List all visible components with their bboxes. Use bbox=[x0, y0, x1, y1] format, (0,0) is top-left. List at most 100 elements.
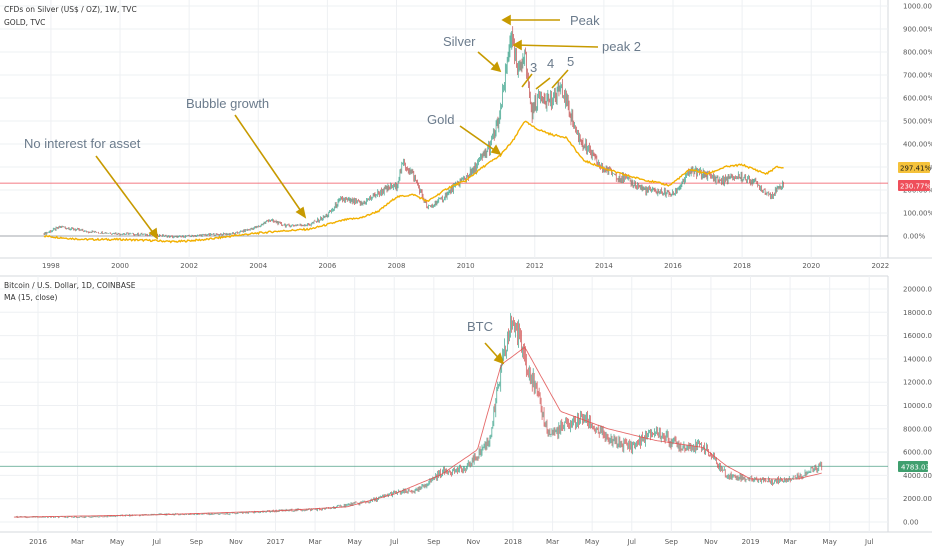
top-y-tick-label: 900.00% bbox=[903, 26, 932, 34]
top-x-tick-label: 2018 bbox=[733, 262, 751, 270]
bottom-x-axis-ticks: 2016 Mar May Jul Sep Nov 2017 Mar May Jul Sep Nov 20… bbox=[29, 538, 873, 546]
top-y-tick-label: 600.00% bbox=[903, 95, 932, 103]
top-x-tick-label: 2010 bbox=[457, 262, 475, 270]
top-x-tick-label: 2020 bbox=[802, 262, 820, 270]
top-y-tick-label: 1000.00% bbox=[903, 3, 932, 11]
top-series-layer bbox=[0, 26, 888, 244]
bottom-x-tick-label: Mar bbox=[308, 538, 321, 546]
gold-series-line bbox=[43, 120, 784, 244]
top-x-tick-label: 2012 bbox=[526, 262, 544, 270]
top-x-tick-label: 2008 bbox=[388, 262, 406, 270]
bubble-growth-arrowhead bbox=[295, 206, 307, 219]
bottom-x-tick-label: Sep bbox=[190, 538, 204, 546]
top-legend-line-1: CFDs on Silver (US$ / OZ), 1W, TVC bbox=[4, 5, 137, 14]
annotation-silver: Silver bbox=[443, 34, 476, 49]
bottom-y-tick-label: 14000.00 bbox=[903, 355, 932, 363]
top-panel-background bbox=[0, 0, 888, 258]
bottom-y-tick-label: 18000.00 bbox=[903, 309, 932, 317]
bottom-x-tick-label: Mar bbox=[546, 538, 559, 546]
bottom-x-tick-label: 2019 bbox=[742, 538, 760, 546]
wave5-arrow bbox=[551, 69, 569, 89]
bottom-x-tick-label: May bbox=[585, 538, 599, 546]
bottom-panel-background bbox=[0, 276, 888, 532]
btc-arrowhead bbox=[493, 352, 505, 365]
top-grid bbox=[0, 0, 888, 258]
bottom-y-tick-label: 2000.00 bbox=[903, 495, 932, 503]
silver-last-value-badge: 230.77% bbox=[898, 180, 931, 191]
bottom-x-tick-label: May bbox=[110, 538, 124, 546]
top-y-tick-label: 800.00% bbox=[903, 49, 932, 57]
gold-arrowhead bbox=[490, 144, 502, 156]
annotations-top bbox=[95, 14, 599, 240]
bottom-x-tick-label: Nov bbox=[229, 538, 243, 546]
top-legend-line-2: GOLD, TVC bbox=[4, 18, 45, 27]
top-x-tick-label: 2002 bbox=[180, 262, 198, 270]
annotation-wave-3: 3 bbox=[530, 60, 537, 75]
bottom-x-tick-label: Sep bbox=[665, 538, 679, 546]
wave3-arrow bbox=[521, 73, 533, 88]
silver-arrowhead bbox=[490, 61, 502, 73]
peak2-arrowhead bbox=[512, 39, 522, 51]
silver-series bbox=[43, 26, 784, 239]
annotation-wave-5: 5 bbox=[567, 54, 574, 69]
gold-last-value: 297.41% bbox=[900, 165, 931, 173]
annotation-btc: BTC bbox=[467, 319, 493, 334]
bottom-x-tick-label: Nov bbox=[467, 538, 481, 546]
bottom-x-tick-label: May bbox=[347, 538, 361, 546]
top-x-axis-ticks: 1998 2000 2002 2004 2006 2008 2010 2012 2014 2016… bbox=[42, 262, 889, 270]
bottom-x-tick-label: Sep bbox=[427, 538, 441, 546]
bottom-y-tick-label: 10000.00 bbox=[903, 402, 932, 410]
top-x-tick-label: 2022 bbox=[871, 262, 889, 270]
annotation-wave-4: 4 bbox=[547, 56, 554, 71]
annotation-peak-2: peak 2 bbox=[602, 39, 641, 54]
bottom-y-tick-label: 20000.00 bbox=[903, 286, 932, 294]
no-interest-arrow bbox=[95, 155, 158, 239]
peak-arrowhead bbox=[501, 14, 511, 26]
top-x-tick-label: 2004 bbox=[249, 262, 267, 270]
top-y-tick-label: 100.00% bbox=[903, 210, 932, 218]
btc-last-value-badge: 4783.03 bbox=[898, 461, 930, 472]
bottom-y-axis-ticks: 20000.00 18000.00 16000.00 14000.00 12000.00… bbox=[903, 286, 932, 527]
top-x-tick-label: 1998 bbox=[42, 262, 60, 270]
peak2-arrow bbox=[513, 44, 599, 48]
bottom-x-tick-label: Jul bbox=[152, 538, 162, 546]
silver-last-value: 230.77% bbox=[900, 183, 931, 191]
bottom-y-tick-label: 0.00 bbox=[903, 519, 919, 527]
bottom-y-tick-label: 8000.00 bbox=[903, 425, 932, 433]
top-y-tick-label: 700.00% bbox=[903, 72, 932, 80]
bottom-x-tick-label: Jul bbox=[627, 538, 637, 546]
bottom-x-tick-label: 2017 bbox=[267, 538, 285, 546]
bottom-x-tick-label: 2018 bbox=[504, 538, 522, 546]
annotation-bubble-growth: Bubble growth bbox=[186, 96, 269, 111]
bottom-x-tick-label: May bbox=[822, 538, 836, 546]
top-y-tick-label: 500.00% bbox=[903, 118, 932, 126]
bottom-legend-line-1: Bitcoin / U.S. Dollar, 1D, COINBASE bbox=[4, 281, 136, 290]
bottom-series-layer bbox=[0, 313, 888, 519]
top-x-tick-label: 2016 bbox=[664, 262, 682, 270]
btc-last-value: 4783.03 bbox=[901, 464, 930, 472]
bottom-x-tick-label: 2016 bbox=[29, 538, 47, 546]
bottom-x-tick-label: Mar bbox=[71, 538, 84, 546]
btc-ma-line bbox=[14, 346, 822, 518]
bottom-x-tick-label: Jul bbox=[864, 538, 874, 546]
bottom-x-tick-label: Jul bbox=[389, 538, 399, 546]
bottom-y-tick-label: 6000.00 bbox=[903, 449, 932, 457]
gold-last-value-badge: 297.41% bbox=[898, 162, 931, 173]
annotations-bottom bbox=[484, 342, 505, 365]
annotation-peak: Peak bbox=[570, 13, 600, 28]
bubble-growth-arrow bbox=[234, 114, 306, 218]
top-y-tick-label: 0.00% bbox=[903, 233, 926, 241]
top-x-tick-label: 2000 bbox=[111, 262, 129, 270]
no-interest-arrowhead bbox=[148, 227, 158, 240]
bottom-y-tick-label: 4000.00 bbox=[903, 472, 932, 480]
annotation-gold: Gold bbox=[427, 112, 454, 127]
top-y-tick-label: 400.00% bbox=[903, 141, 932, 149]
wave4-arrow bbox=[535, 77, 551, 90]
top-x-tick-label: 2006 bbox=[318, 262, 336, 270]
bottom-legend-line-2: MA (15, close) bbox=[4, 293, 58, 302]
bottom-y-tick-label: 16000.00 bbox=[903, 332, 932, 340]
bottom-x-tick-label: Mar bbox=[783, 538, 796, 546]
top-y-axis-ticks: 1000.00% 900.00% 800.00% 700.00% 600.00% 500.… bbox=[903, 3, 932, 241]
